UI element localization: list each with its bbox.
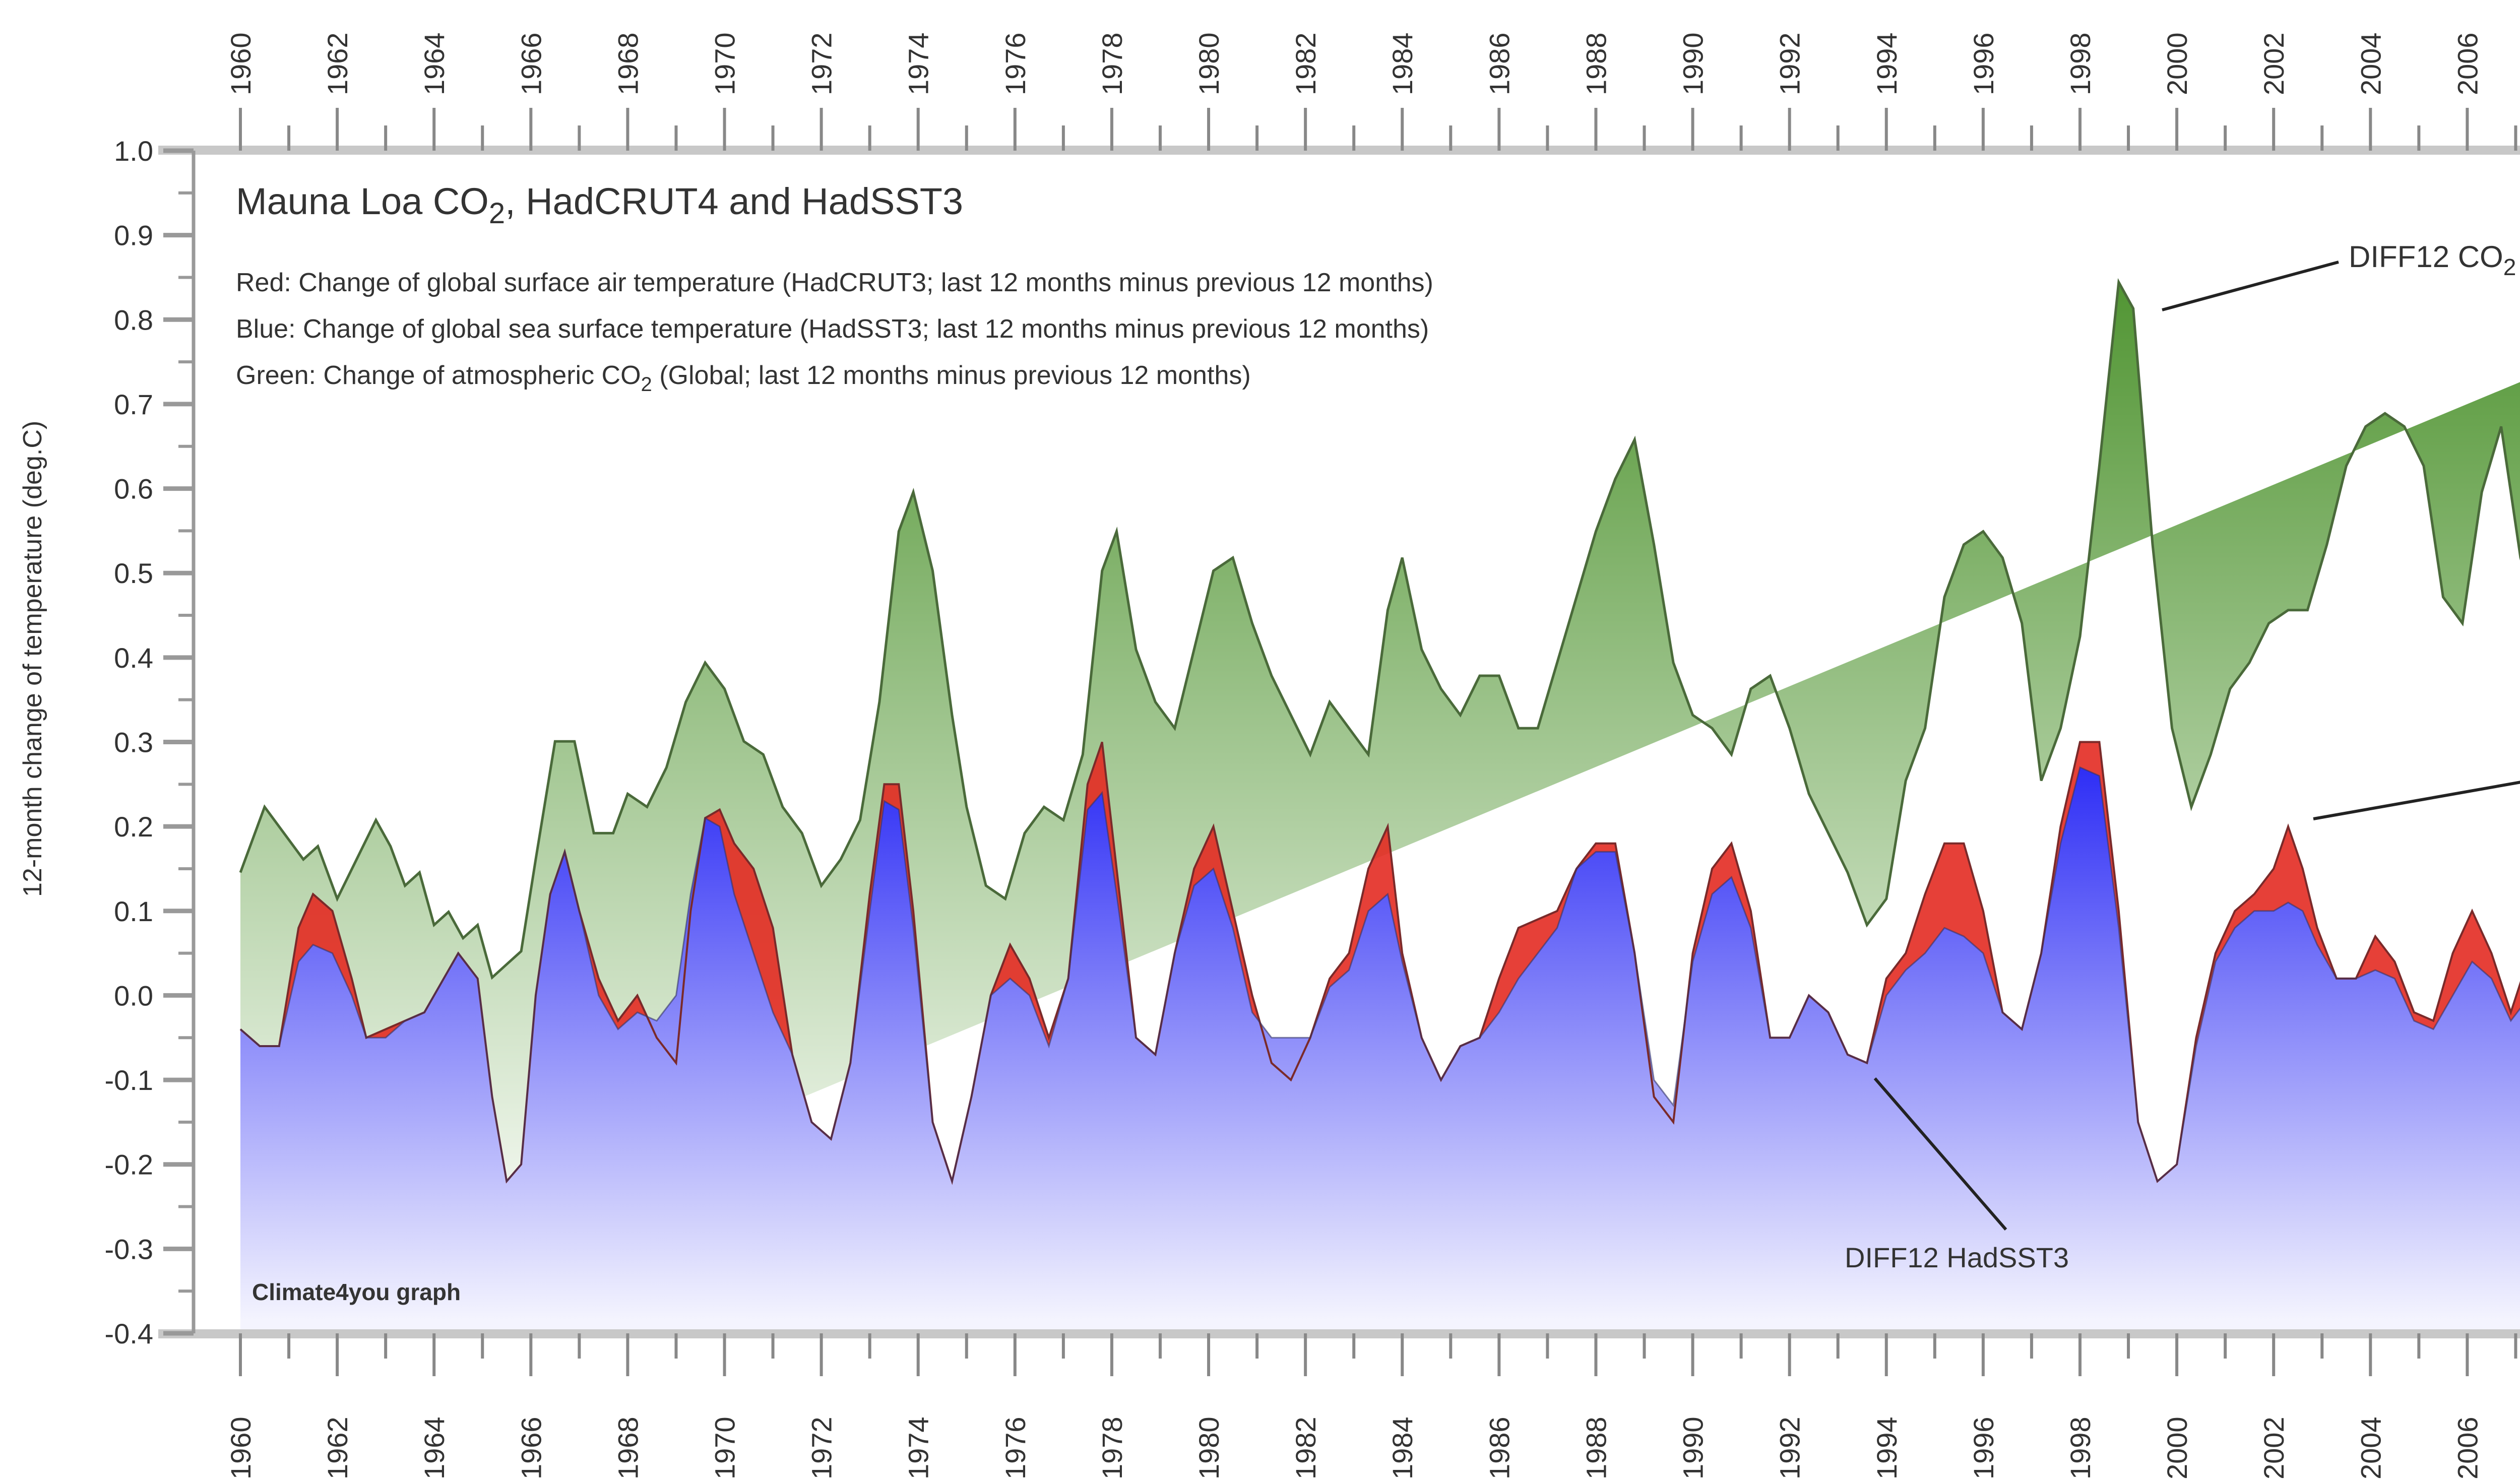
co2-line xyxy=(239,278,2520,980)
y-tick-label-left: 0.5 xyxy=(114,557,153,589)
y-tick-label-left: 0.7 xyxy=(114,389,153,420)
x-tick-label-top: 1992 xyxy=(1774,32,1806,95)
x-tick-label-bottom: 1984 xyxy=(1387,1416,1418,1479)
y-tick-label-left: -0.3 xyxy=(105,1233,154,1265)
y-tick-label-left: 0.9 xyxy=(114,220,153,251)
y-axis-left-title: 12-month change of temperature (deg.C) xyxy=(18,421,47,897)
x-tick-label-bottom: 1978 xyxy=(1096,1416,1128,1479)
x-tick-label-top: 1968 xyxy=(612,32,644,95)
x-tick-label-bottom: 1982 xyxy=(1290,1416,1321,1479)
x-tick-label-bottom: 1992 xyxy=(1774,1416,1806,1479)
x-tick-label-top: 2000 xyxy=(2161,32,2193,95)
x-tick-label-bottom: 1970 xyxy=(709,1416,741,1479)
y-tick-label-left: 0.6 xyxy=(114,473,153,505)
x-tick-label-top: 1976 xyxy=(999,32,1031,95)
y-tick-label-left: 0.4 xyxy=(114,642,153,674)
y-tick-label-left: 0.2 xyxy=(114,811,153,843)
co2-area xyxy=(240,282,2520,1331)
x-tick-label-top: 1986 xyxy=(1483,32,1515,95)
top-axis-band xyxy=(158,146,2520,155)
y-tick-label-left: 0.3 xyxy=(114,727,153,758)
x-tick-label-top: 1972 xyxy=(806,32,838,95)
y-tick-label-left: -0.4 xyxy=(105,1318,154,1349)
x-tick-label-bottom: 1960 xyxy=(225,1416,257,1479)
x-tick-label-bottom: 1990 xyxy=(1677,1416,1709,1479)
y-tick-label-left: -0.1 xyxy=(105,1064,154,1096)
hadsst3-line xyxy=(240,766,2520,1184)
x-tick-label-bottom: 1974 xyxy=(903,1416,934,1479)
tick-labels: 1960 1960 1962 1962 1964 1964 1966 1966 1968 1968… xyxy=(105,32,2517,1479)
x-tick-label-top: 1996 xyxy=(1968,32,1999,95)
x-tick-label-top: 1978 xyxy=(1096,32,1128,95)
x-tick-label-top: 1962 xyxy=(322,32,353,95)
x-tick-label-top: 2006 xyxy=(2451,32,2483,95)
x-tick-label-top: 1964 xyxy=(418,32,450,95)
y-tick-label-left: 1.0 xyxy=(114,135,153,167)
credit-label: Climate4you graph xyxy=(252,1279,461,1305)
x-tick-label-top: 1974 xyxy=(903,32,934,95)
x-tick-label-top: 1980 xyxy=(1193,32,1225,95)
x-tick-label-bottom: 1998 xyxy=(2064,1416,2096,1479)
x-tick-label-bottom: 2004 xyxy=(2355,1416,2386,1479)
x-tick-label-bottom: 2002 xyxy=(2258,1416,2290,1479)
title-subscript: 2 xyxy=(489,197,505,230)
co2-callout-label: DIFF12 CO2 xyxy=(2349,240,2516,280)
hadsst3-callout-label: DIFF12 HadSST3 xyxy=(1845,1242,2069,1273)
chart-title: Mauna Loa CO2, HadCRUT4 and HadSST3 xyxy=(236,180,963,230)
x-tick-label-top: 1984 xyxy=(1387,32,1418,95)
x-tick-label-bottom: 1980 xyxy=(1193,1416,1225,1479)
legend-blue: Blue: Change of global sea surface tempe… xyxy=(236,314,1429,344)
y-tick-label-left: 0.1 xyxy=(114,895,153,927)
x-tick-label-bottom: 1988 xyxy=(1580,1416,1612,1479)
x-tick-label-top: 1966 xyxy=(515,32,547,95)
x-tick-label-bottom: 1976 xyxy=(999,1416,1031,1479)
hadsst3-area xyxy=(240,767,2520,1331)
x-tick-label-top: 1994 xyxy=(1871,32,1903,95)
x-tick-label-top: 1970 xyxy=(709,32,741,95)
x-tick-label-bottom: 2006 xyxy=(2451,1416,2483,1479)
y-tick-label-left: 0.0 xyxy=(114,980,153,1011)
x-tick-label-bottom: 1996 xyxy=(1968,1416,1999,1479)
x-tick-label-bottom: 1962 xyxy=(322,1416,353,1479)
x-tick-label-top: 1982 xyxy=(1290,32,1321,95)
x-tick-label-top: 1988 xyxy=(1580,32,1612,95)
x-tick-label-bottom: 1994 xyxy=(1871,1416,1903,1479)
x-tick-label-top: 2004 xyxy=(2355,32,2386,95)
bottom-axis-band xyxy=(158,1329,2520,1338)
x-tick-label-bottom: 1986 xyxy=(1483,1416,1515,1479)
y-tick-label-left: 0.8 xyxy=(114,304,153,336)
x-tick-label-top: 1960 xyxy=(225,32,257,95)
x-tick-label-bottom: 1972 xyxy=(806,1416,838,1479)
x-tick-label-top: 1998 xyxy=(2064,32,2096,95)
legend-green: Green: Change of atmospheric CO2 (Global… xyxy=(236,361,1251,396)
axes xyxy=(158,146,2520,1338)
x-tick-label-top: 1990 xyxy=(1677,32,1709,95)
hadcrut4-line xyxy=(239,741,2520,1185)
plot-area xyxy=(239,278,2520,1331)
x-tick-label-bottom: 1966 xyxy=(515,1416,547,1479)
x-tick-label-bottom: 2000 xyxy=(2161,1416,2193,1479)
x-tick-label-bottom: 1964 xyxy=(418,1416,450,1479)
x-tick-label-top: 2002 xyxy=(2258,32,2290,95)
y-tick-label-left: -0.2 xyxy=(105,1149,154,1181)
co2-callout-line xyxy=(2162,261,2339,311)
x-tick-label-bottom: 1968 xyxy=(612,1416,644,1479)
hadcrut4-callout-line xyxy=(2313,781,2520,820)
legend-red: Red: Change of global surface air temper… xyxy=(236,268,1433,297)
hadsst3-callout-line xyxy=(1873,1077,2007,1231)
